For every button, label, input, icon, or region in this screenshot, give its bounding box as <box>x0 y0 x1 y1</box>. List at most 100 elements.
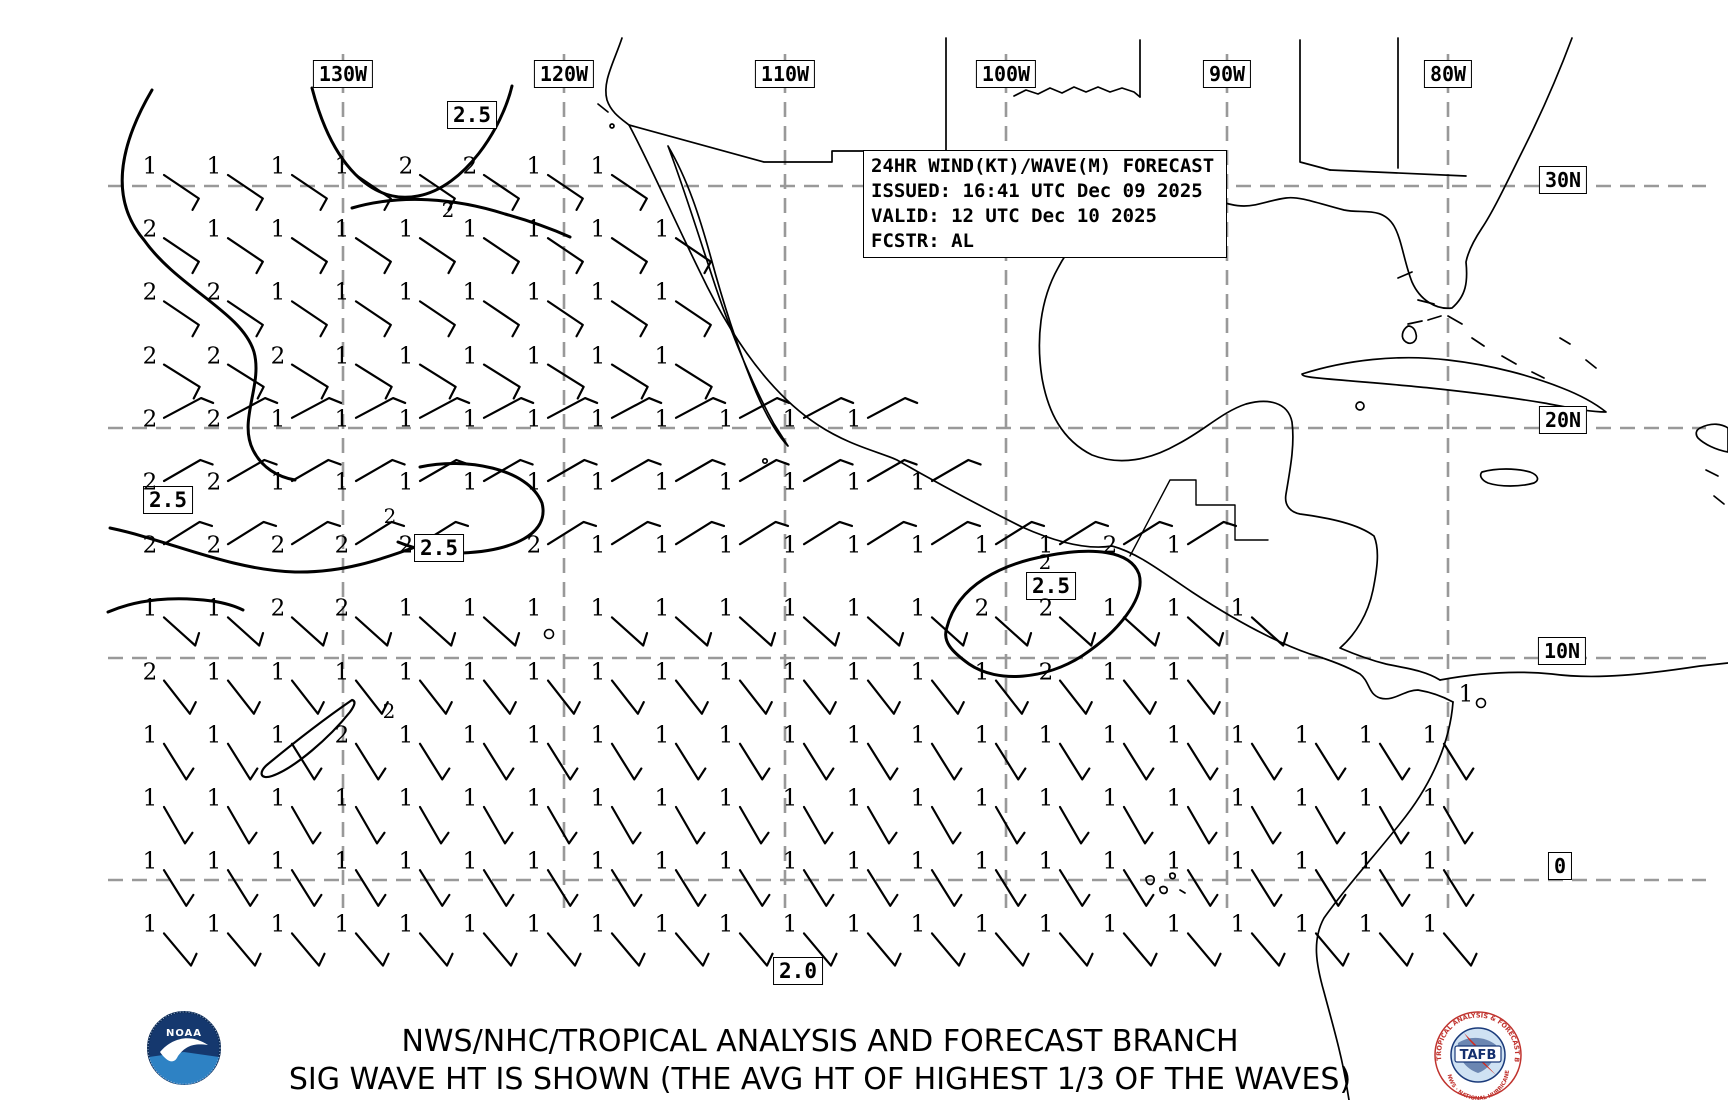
wind-barb <box>226 932 262 967</box>
wind-barb <box>354 616 393 647</box>
wind-barb <box>290 173 328 211</box>
wind-barb <box>866 742 899 781</box>
wind-barb <box>994 869 1027 907</box>
wave-height-value: 1 <box>846 911 862 938</box>
wind-barb <box>290 363 329 400</box>
wave-height-value: 2 <box>334 722 350 749</box>
border-guatemala <box>1129 479 1269 557</box>
wind-barb <box>1378 805 1410 845</box>
wave-height-value: 1 <box>846 785 862 812</box>
wind-barb <box>162 520 214 546</box>
wind-barb <box>866 458 918 483</box>
wind-barb <box>482 363 521 400</box>
calm-circle-icon <box>543 628 555 640</box>
lon-label-110W: 110W <box>754 60 816 88</box>
wind-barb <box>674 932 710 967</box>
wind-barb <box>610 173 648 211</box>
islands-galapagos <box>1145 872 1186 895</box>
wind-barb <box>802 458 854 483</box>
wave-height-value: 2 <box>142 469 158 496</box>
wave-height-value: 1 <box>526 153 542 180</box>
wind-barb <box>802 742 835 781</box>
wind-barb <box>738 932 774 967</box>
wave-height-value: 1 <box>1422 785 1438 812</box>
contour-label-inline-2-2: 2 <box>1038 550 1052 574</box>
wind-barb <box>162 173 200 211</box>
contour-label-inline-2-0: 2 <box>441 198 455 222</box>
wind-barb <box>546 932 582 967</box>
contour-label-inline-2-1: 2 <box>383 504 397 528</box>
wave-height-value: 2 <box>206 279 222 306</box>
wind-barb <box>994 616 1033 647</box>
wind-barb <box>1122 520 1174 546</box>
wave-height-value: 1 <box>910 911 926 938</box>
wave-height-value: 1 <box>1166 722 1182 749</box>
wave-height-value: 1 <box>782 532 798 559</box>
wave-height-value: 2 <box>398 153 414 180</box>
wind-barb <box>1122 679 1157 715</box>
wave-height-value: 1 <box>654 406 670 433</box>
wind-barb <box>290 932 326 967</box>
wind-barb <box>866 679 901 715</box>
wave-height-value: 1 <box>142 848 158 875</box>
wind-barb <box>738 679 773 715</box>
wave-height-value: 1 <box>462 406 478 433</box>
wind-barb <box>354 520 406 546</box>
wind-barb <box>226 520 278 546</box>
island-socorro <box>761 457 769 465</box>
calm-circle-icon <box>1475 697 1487 709</box>
wave-height-value: 1 <box>1358 911 1374 938</box>
wind-barb <box>674 458 726 483</box>
wave-height-value: 1 <box>526 722 542 749</box>
wind-barb <box>290 805 322 845</box>
wave-height-value: 2 <box>270 532 286 559</box>
wave-height-value: 1 <box>846 848 862 875</box>
wind-barb <box>290 869 323 907</box>
lon-label-100W: 100W <box>975 60 1037 88</box>
wave-height-value: 1 <box>590 469 606 496</box>
wave-height-value: 1 <box>1358 722 1374 749</box>
wave-height-value: 1 <box>142 722 158 749</box>
lat-label-10N: 10N <box>1537 637 1587 665</box>
islands-bahamas <box>1397 271 1597 379</box>
wind-barb <box>418 805 450 845</box>
wave-height-value: 1 <box>462 659 478 686</box>
wave-height-value: 1 <box>398 216 414 243</box>
wave-height-value: 1 <box>1102 785 1118 812</box>
wind-barb <box>1058 932 1094 967</box>
wave-height-value: 1 <box>1166 532 1182 559</box>
wave-height-value: 1 <box>462 911 478 938</box>
wave-height-value: 1 <box>654 785 670 812</box>
wind-barb <box>226 869 259 907</box>
contour-label-boxed-2p5-1: 2.5 <box>143 486 193 514</box>
wind-barb <box>610 932 646 967</box>
wind-barb <box>674 616 713 647</box>
wave-height-value: 1 <box>1358 848 1374 875</box>
wave-height-value: 2 <box>206 406 222 433</box>
wind-barb <box>290 300 328 338</box>
wind-barb <box>354 869 387 907</box>
contour-label-inline-2-3: 2 <box>382 699 396 723</box>
wave-height-value: 2 <box>206 532 222 559</box>
coastline-gulf-yucatan-caribbean <box>1038 184 1441 681</box>
wind-barb <box>802 805 834 845</box>
wind-barb <box>738 805 770 845</box>
wave-height-value: 1 <box>526 659 542 686</box>
wave-height-value: 1 <box>270 659 286 686</box>
wave-height-value: 1 <box>398 785 414 812</box>
wave-height-value: 1 <box>1038 532 1054 559</box>
wind-barb <box>610 458 662 483</box>
wind-barb <box>1250 869 1283 907</box>
wave-height-value: 1 <box>1294 848 1310 875</box>
island-dot <box>609 123 615 129</box>
wind-barb <box>930 616 969 647</box>
wind-barb <box>802 869 835 907</box>
wind-barb <box>162 869 195 907</box>
wave-height-value: 1 <box>782 848 798 875</box>
wave-height-value: 1 <box>782 659 798 686</box>
wave-height-value: 1 <box>782 406 798 433</box>
wind-barb <box>546 869 579 907</box>
wind-barb <box>418 173 456 211</box>
wind-barb <box>802 396 855 419</box>
wind-barbs <box>162 173 1478 967</box>
